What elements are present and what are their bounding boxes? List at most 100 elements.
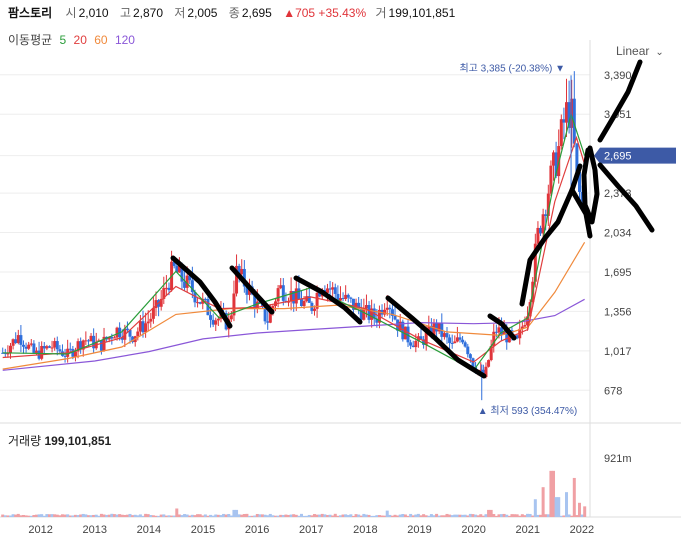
volume-bar [474,514,478,517]
volume-bar [526,513,530,517]
volume-bar [479,514,483,517]
volume-bar [539,514,543,517]
candle-body [453,341,457,344]
candle-body [549,165,553,194]
y-tick-label: 1,356 [604,306,632,318]
candle-body [533,243,537,282]
candle-body [196,302,200,304]
change-value: ▲705 +35.43% [283,6,367,20]
volume-bar [60,514,64,517]
volume-bar [344,514,348,517]
candle-body [159,298,163,307]
candle-body [559,119,563,147]
volume-bar [448,514,452,517]
volume-bar [190,514,194,517]
candle-body [333,287,337,294]
candle-body [466,346,470,355]
volume-bar [515,514,519,517]
candle-body [175,265,179,273]
candle-body [266,321,270,323]
moving-average-legend[interactable]: 이동평균 5 20 60 120 [8,31,139,48]
volume-bar [502,513,506,517]
x-tick-label: 2022 [570,524,594,536]
volume-bar [471,514,475,517]
volume-bar [53,514,57,517]
ma-20: 20 [73,33,87,47]
candle-body [357,302,361,309]
volume-bar [279,514,283,517]
volume-bar [185,514,189,517]
volume-panel-value: 199,101,851 [44,434,112,448]
candle-body [351,298,355,310]
volume-bar [577,502,581,517]
volume-bar [580,514,584,517]
volume-bar [299,513,303,517]
volume-bar [131,515,135,517]
volume-bar [562,515,566,517]
volume-bar [458,514,462,517]
volume-bar [497,514,501,517]
volume-bar [383,515,387,517]
candle-body [58,349,62,352]
volume-bar [193,515,197,517]
candle-body [349,297,353,299]
candle-body [9,345,13,354]
volume-bar [494,515,498,517]
volume-bar [79,514,83,517]
volume-bar [531,515,535,517]
candle-body [107,336,111,340]
candle-body [76,341,80,352]
volume-bar [372,515,376,517]
candle-body [32,343,36,353]
candle-body [292,291,296,304]
candle-body [183,281,187,288]
volume-bar [97,515,101,517]
x-tick-label: 2021 [516,524,540,536]
volume-axis-label: 921m [604,453,632,465]
scale-selector[interactable]: Linear ⌄ [616,44,664,58]
volume-bar [196,514,200,517]
volume-bar [157,515,161,517]
candle-body [50,347,54,349]
volume-bar [463,514,467,517]
volume-bar [125,514,129,517]
marker-stroke [170,255,233,329]
candle-body [162,288,166,299]
volume-bar [112,514,116,517]
volume-bar [476,515,480,517]
volume-bar [513,514,517,517]
candle-body [411,345,415,348]
volume-bar [424,515,428,517]
volume-bar [554,497,558,517]
volume-bar [292,514,296,517]
volume-bar [385,510,389,517]
candle-body [289,291,293,302]
candle-body [99,340,103,351]
candle-body [63,355,67,357]
candle-body [562,119,566,123]
candle-body [307,296,311,303]
volume-bar [141,515,145,517]
volume-bar [362,513,366,517]
volume-bar [520,514,524,517]
candle-body [102,336,106,351]
volume-bar [55,514,59,517]
candle-body [546,193,550,216]
candle-body [429,325,433,337]
volume-bar [11,514,15,517]
volume-bar [294,514,298,517]
volume-bar [115,514,119,517]
marker-stroke [519,163,583,307]
volume-bar [289,514,293,517]
candle-body [463,342,467,347]
volume-bar [388,514,392,517]
candle-body [325,288,329,293]
candle-body [315,292,319,309]
candle-body [27,344,31,349]
volume-bar [528,513,532,517]
volume-bar [235,509,239,517]
volume-bar [565,492,569,517]
x-tick-label: 2012 [28,524,52,536]
volume-bar [453,514,457,517]
